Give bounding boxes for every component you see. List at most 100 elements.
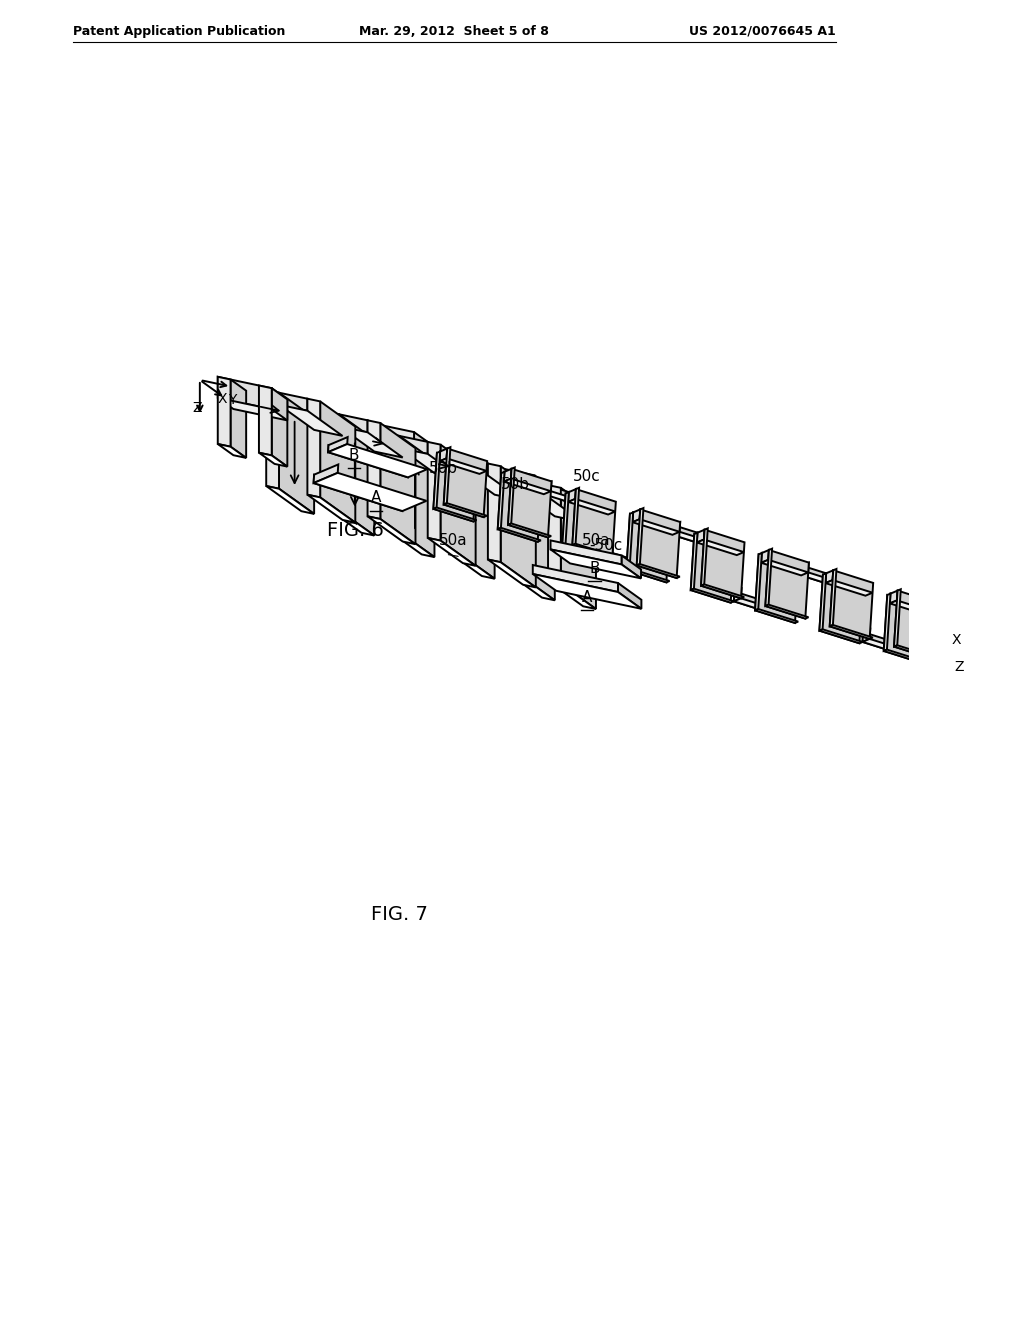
Text: FIG. 6: FIG. 6 <box>327 520 383 540</box>
Polygon shape <box>673 521 680 535</box>
Polygon shape <box>433 451 440 508</box>
Polygon shape <box>605 557 637 569</box>
Polygon shape <box>476 517 508 528</box>
Polygon shape <box>761 550 769 562</box>
Polygon shape <box>279 488 356 508</box>
Polygon shape <box>313 475 402 511</box>
Text: 50a: 50a <box>582 533 610 548</box>
Polygon shape <box>218 444 246 458</box>
Polygon shape <box>498 471 505 529</box>
Polygon shape <box>544 491 575 502</box>
Polygon shape <box>568 492 608 515</box>
Polygon shape <box>327 412 339 511</box>
Polygon shape <box>755 554 799 623</box>
Text: Y: Y <box>228 393 237 407</box>
Polygon shape <box>279 393 307 411</box>
Polygon shape <box>368 420 402 458</box>
Polygon shape <box>890 594 931 616</box>
Polygon shape <box>819 574 863 643</box>
Polygon shape <box>399 532 477 552</box>
Text: -50c: -50c <box>590 539 623 553</box>
Polygon shape <box>399 447 463 479</box>
Polygon shape <box>492 466 535 496</box>
Polygon shape <box>755 609 798 623</box>
Polygon shape <box>439 449 447 461</box>
Text: X: X <box>217 392 227 405</box>
Polygon shape <box>446 550 495 578</box>
Text: B: B <box>589 561 600 576</box>
Polygon shape <box>350 494 356 508</box>
Polygon shape <box>279 393 314 513</box>
Polygon shape <box>761 553 802 576</box>
Polygon shape <box>627 512 633 570</box>
Polygon shape <box>825 573 866 595</box>
Polygon shape <box>519 479 548 498</box>
Polygon shape <box>470 536 477 552</box>
Polygon shape <box>476 507 484 520</box>
Polygon shape <box>460 458 487 475</box>
Text: Patent Application Publication: Patent Application Publication <box>73 25 285 38</box>
Polygon shape <box>605 548 613 561</box>
Polygon shape <box>487 463 523 500</box>
Polygon shape <box>327 508 375 536</box>
Polygon shape <box>884 595 927 664</box>
Polygon shape <box>697 529 705 543</box>
Polygon shape <box>562 548 605 562</box>
Text: Mar. 29, 2012  Sheet 5 of 8: Mar. 29, 2012 Sheet 5 of 8 <box>359 25 549 38</box>
Polygon shape <box>279 405 343 436</box>
Polygon shape <box>633 512 673 535</box>
Text: Z: Z <box>193 401 202 414</box>
Polygon shape <box>492 487 580 528</box>
Polygon shape <box>761 560 808 576</box>
Polygon shape <box>765 550 809 619</box>
Polygon shape <box>271 388 288 420</box>
Polygon shape <box>701 529 744 598</box>
Polygon shape <box>313 473 426 511</box>
Polygon shape <box>862 632 888 649</box>
Polygon shape <box>627 569 670 582</box>
Polygon shape <box>829 570 873 639</box>
Polygon shape <box>825 570 834 583</box>
Polygon shape <box>633 519 680 535</box>
Polygon shape <box>562 492 568 549</box>
Polygon shape <box>755 553 762 610</box>
Polygon shape <box>328 437 348 453</box>
Polygon shape <box>801 562 809 576</box>
Polygon shape <box>691 589 734 603</box>
Polygon shape <box>507 477 519 576</box>
Polygon shape <box>279 478 350 504</box>
Polygon shape <box>801 565 826 583</box>
Polygon shape <box>428 442 463 479</box>
Text: 50a: 50a <box>438 533 467 548</box>
Polygon shape <box>562 494 605 562</box>
Text: B: B <box>349 447 359 462</box>
Polygon shape <box>328 445 409 478</box>
Text: 50b: 50b <box>429 461 459 477</box>
Polygon shape <box>884 649 927 664</box>
Polygon shape <box>890 590 898 603</box>
Polygon shape <box>637 510 680 578</box>
Polygon shape <box>259 453 288 466</box>
Polygon shape <box>266 389 279 488</box>
Polygon shape <box>460 458 495 578</box>
Polygon shape <box>218 376 230 446</box>
Polygon shape <box>498 473 542 541</box>
Polygon shape <box>433 507 476 521</box>
Polygon shape <box>894 645 937 659</box>
Polygon shape <box>399 436 428 454</box>
Polygon shape <box>439 451 480 474</box>
Polygon shape <box>633 510 640 523</box>
Polygon shape <box>572 488 580 545</box>
Polygon shape <box>884 594 891 651</box>
Polygon shape <box>504 479 551 494</box>
Polygon shape <box>544 484 568 502</box>
Polygon shape <box>548 486 561 583</box>
Polygon shape <box>825 579 872 595</box>
Polygon shape <box>637 564 680 578</box>
Text: A: A <box>371 490 381 506</box>
Polygon shape <box>701 585 744 598</box>
Polygon shape <box>673 525 697 543</box>
Polygon shape <box>568 490 575 502</box>
Polygon shape <box>519 491 584 523</box>
Polygon shape <box>862 630 870 642</box>
